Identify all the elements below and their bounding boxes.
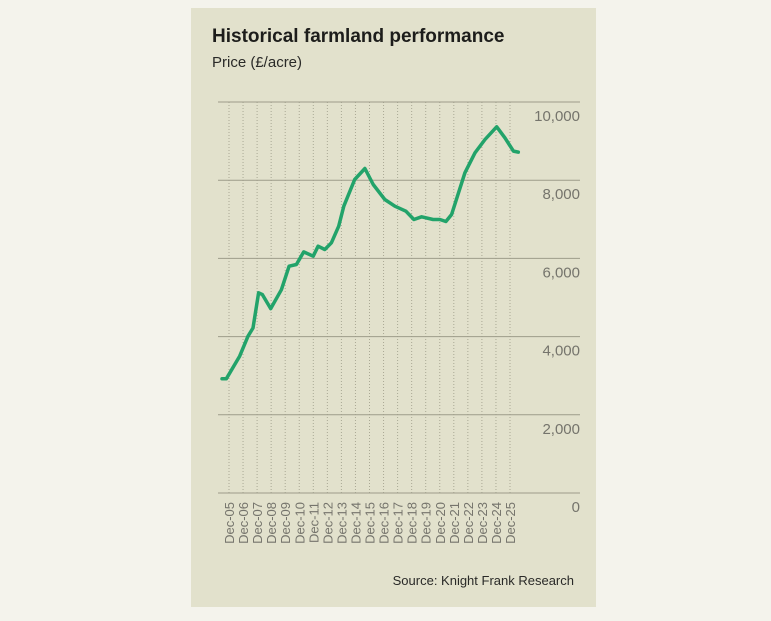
x-tick-label: Dec-19 — [419, 502, 434, 544]
y-tick-label: 0 — [572, 499, 580, 516]
y-tick-label: 10,000 — [534, 108, 580, 125]
y-tick-label: 6,000 — [542, 264, 580, 281]
x-tick-label: Dec-18 — [405, 502, 420, 544]
y-tick-label: 2,000 — [542, 421, 580, 438]
x-tick-label: Dec-14 — [348, 502, 363, 544]
x-tick-label: Dec-24 — [489, 502, 504, 544]
x-tick-label: Dec-25 — [503, 502, 518, 544]
x-tick-label: Dec-05 — [222, 502, 237, 544]
x-tick-label: Dec-16 — [377, 502, 392, 544]
x-tick-label: Dec-12 — [320, 502, 335, 544]
x-tick-label: Dec-09 — [278, 502, 293, 544]
x-tick-label: Dec-22 — [461, 502, 476, 544]
x-tick-label: Dec-10 — [292, 502, 307, 544]
x-tick-label: Dec-11 — [306, 502, 321, 543]
chart-panel — [191, 8, 596, 607]
y-tick-label: 4,000 — [542, 343, 580, 360]
source-note: Source: Knight Frank Research — [392, 573, 574, 588]
x-tick-label: Dec-21 — [447, 502, 462, 544]
x-tick-label: Dec-20 — [433, 502, 448, 544]
x-tick-label: Dec-06 — [236, 502, 251, 544]
chart-subtitle: Price (£/acre) — [212, 54, 303, 71]
x-tick-label: Dec-15 — [363, 502, 378, 544]
y-tick-label: 8,000 — [542, 186, 580, 203]
x-tick-label: Dec-13 — [334, 502, 349, 544]
price-line — [220, 125, 521, 381]
x-tick-label: Dec-08 — [264, 502, 279, 544]
x-tick-label: Dec-17 — [391, 502, 406, 544]
x-tick-label: Dec-23 — [475, 502, 490, 544]
chart-title: Historical farmland performance — [212, 26, 505, 47]
x-tick-label: Dec-07 — [250, 502, 265, 544]
